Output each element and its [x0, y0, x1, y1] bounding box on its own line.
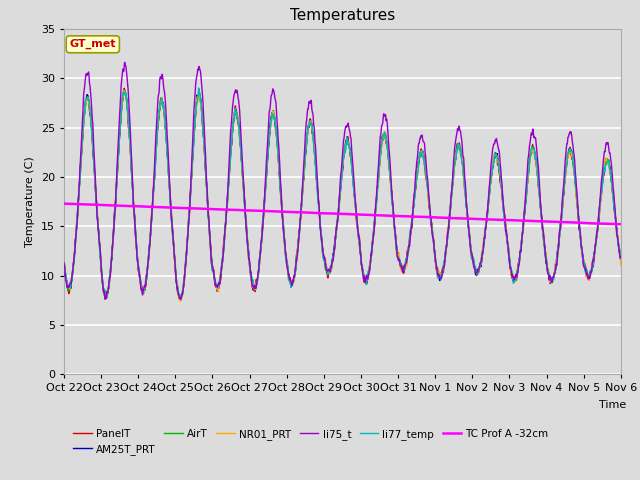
- NR01_PRT: [505, 249, 513, 254]
- NR01_PRT: [216, 275, 223, 280]
- li75_t: [584, 274, 591, 280]
- TC Prof A -32cm: [358, 212, 366, 217]
- AM25T_PRT: [568, 150, 576, 156]
- TC Prof A -32cm: [583, 220, 591, 226]
- PanelT: [568, 156, 576, 162]
- li77_temp: [584, 271, 591, 277]
- PanelT: [584, 272, 591, 278]
- AirT: [505, 248, 513, 253]
- Y-axis label: Temperature (C): Temperature (C): [26, 156, 35, 247]
- PanelT: [371, 215, 379, 220]
- PanelT: [60, 262, 68, 267]
- Line: li77_temp: li77_temp: [64, 88, 621, 298]
- li75_t: [177, 297, 185, 302]
- AM25T_PRT: [617, 257, 625, 263]
- NR01_PRT: [371, 216, 379, 222]
- PanelT: [617, 260, 625, 265]
- NR01_PRT: [617, 263, 625, 268]
- li75_t: [121, 60, 129, 65]
- Line: li75_t: li75_t: [64, 62, 621, 300]
- AM25T_PRT: [584, 273, 591, 279]
- li77_temp: [216, 277, 223, 283]
- Line: PanelT: PanelT: [64, 88, 621, 300]
- Title: Temperatures: Temperatures: [290, 9, 395, 24]
- Line: AirT: AirT: [64, 91, 621, 299]
- AM25T_PRT: [371, 215, 379, 220]
- PanelT: [216, 281, 223, 287]
- Line: NR01_PRT: NR01_PRT: [64, 90, 621, 301]
- NR01_PRT: [60, 259, 68, 265]
- AM25T_PRT: [216, 278, 223, 284]
- NR01_PRT: [584, 274, 591, 279]
- AirT: [60, 261, 68, 266]
- li75_t: [60, 260, 68, 266]
- li75_t: [371, 213, 379, 219]
- TC Prof A -32cm: [60, 201, 68, 206]
- li77_temp: [359, 267, 367, 273]
- PanelT: [120, 85, 128, 91]
- li77_temp: [60, 261, 68, 267]
- PanelT: [359, 270, 367, 276]
- AirT: [216, 279, 223, 285]
- AirT: [584, 274, 591, 279]
- li77_temp: [177, 295, 185, 301]
- NR01_PRT: [177, 298, 184, 304]
- li75_t: [568, 136, 576, 142]
- NR01_PRT: [120, 87, 128, 93]
- TC Prof A -32cm: [504, 217, 512, 223]
- TC Prof A -32cm: [216, 206, 223, 212]
- li77_temp: [617, 255, 625, 261]
- AirT: [121, 88, 129, 94]
- Text: GT_met: GT_met: [70, 39, 116, 49]
- AM25T_PRT: [60, 260, 68, 265]
- AirT: [177, 296, 185, 302]
- li75_t: [505, 251, 513, 257]
- li75_t: [216, 281, 223, 287]
- AM25T_PRT: [120, 88, 128, 94]
- TC Prof A -32cm: [371, 212, 378, 218]
- li77_temp: [568, 149, 576, 155]
- AirT: [568, 152, 576, 158]
- AirT: [371, 215, 379, 220]
- AM25T_PRT: [505, 247, 513, 252]
- AM25T_PRT: [177, 296, 184, 301]
- li75_t: [617, 254, 625, 260]
- X-axis label: Time: Time: [599, 400, 627, 410]
- AirT: [617, 256, 625, 262]
- TC Prof A -32cm: [568, 219, 575, 225]
- Legend: PanelT, AM25T_PRT, AirT, NR01_PRT, li75_t, li77_temp, TC Prof A -32cm: PanelT, AM25T_PRT, AirT, NR01_PRT, li75_…: [69, 424, 553, 459]
- AM25T_PRT: [359, 269, 367, 275]
- NR01_PRT: [568, 153, 576, 158]
- Line: AM25T_PRT: AM25T_PRT: [64, 91, 621, 299]
- PanelT: [177, 297, 185, 303]
- li77_temp: [505, 250, 513, 256]
- NR01_PRT: [359, 272, 367, 278]
- li75_t: [359, 271, 367, 276]
- li77_temp: [371, 213, 379, 219]
- AirT: [359, 269, 367, 275]
- Line: TC Prof A -32cm: TC Prof A -32cm: [64, 204, 621, 224]
- PanelT: [505, 252, 513, 258]
- li77_temp: [195, 85, 202, 91]
- TC Prof A -32cm: [617, 221, 625, 227]
